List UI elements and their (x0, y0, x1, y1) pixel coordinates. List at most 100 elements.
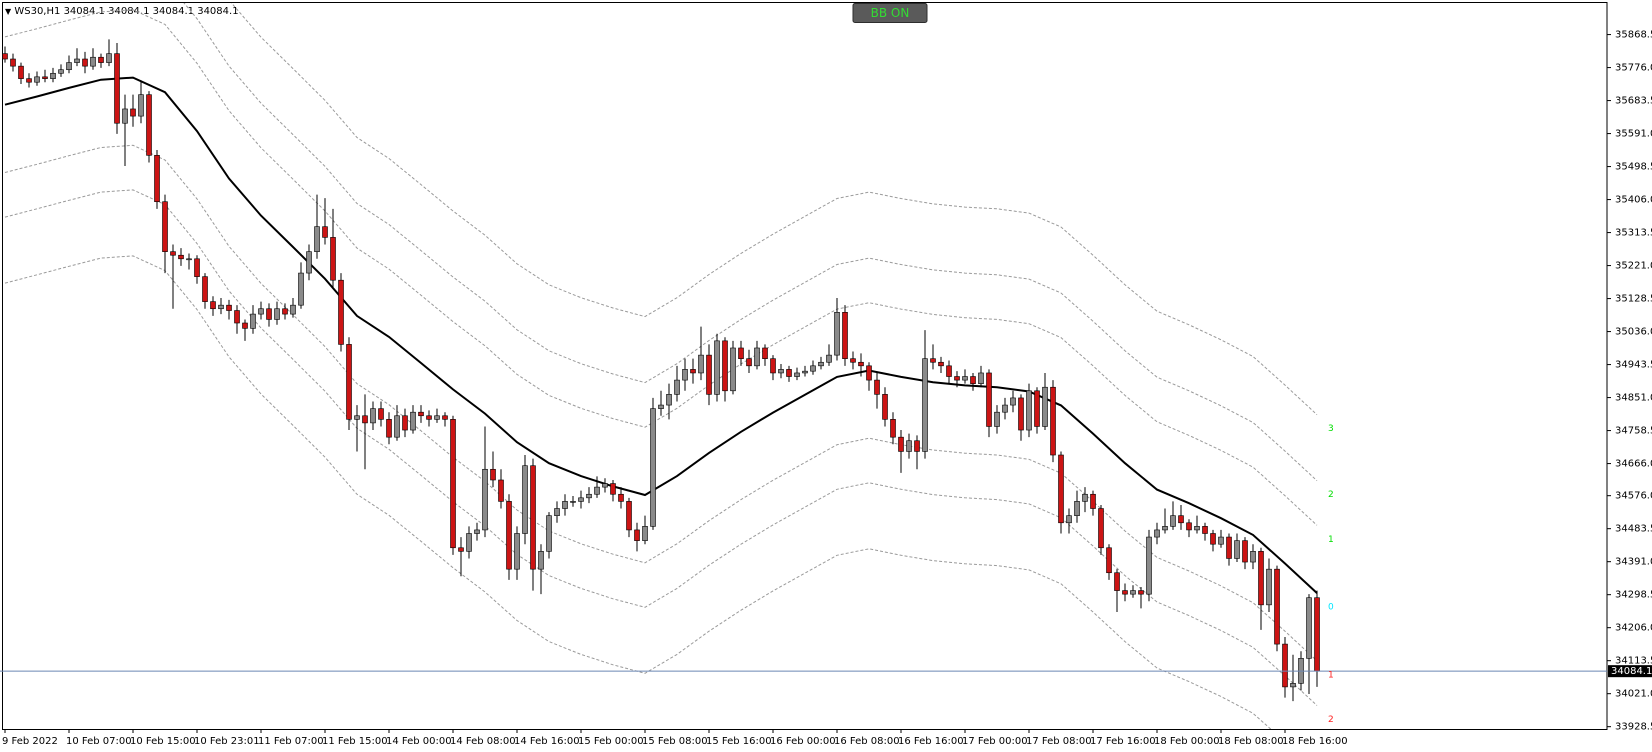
candle-body (634, 529, 640, 541)
y-tick-label: 35313.5 (1615, 228, 1652, 239)
x-tick-label: 16 Feb 00:00 (770, 736, 836, 747)
bb-button[interactable]: BB ON (852, 3, 928, 23)
candle-body (1066, 515, 1072, 524)
candle-body (746, 358, 752, 367)
candle-body (290, 304, 296, 315)
candle-body (1002, 404, 1008, 413)
candle-body (1282, 643, 1288, 688)
candle-body (506, 501, 512, 570)
candle-body (946, 365, 952, 377)
candle-body (162, 201, 168, 252)
band-line (4, 9, 1318, 526)
candle-body (130, 108, 136, 117)
candle-body (10, 58, 16, 67)
bb-button-box[interactable] (852, 3, 928, 23)
candle-body (1050, 386, 1056, 456)
candle-body (1314, 597, 1320, 672)
candle-body (826, 354, 832, 363)
candle-body (330, 237, 336, 281)
symbol: WS30,H1 (14, 6, 60, 17)
candle-body (1122, 590, 1128, 595)
y-tick-label: 34021.0 (1615, 689, 1652, 700)
band-level-label: 2 (1328, 490, 1334, 500)
candle-body (1130, 590, 1136, 595)
candle-body (578, 497, 584, 502)
candle-body (202, 276, 208, 302)
y-tick-label: 35498.5 (1615, 162, 1652, 173)
candle-body (1194, 526, 1200, 531)
candle-body (218, 304, 224, 310)
candle-body (754, 347, 760, 367)
candle-body (1010, 397, 1016, 406)
candle-body (906, 440, 912, 452)
bb-button-label[interactable]: BB ON (871, 6, 910, 20)
y-tick-label: 34758.5 (1615, 426, 1652, 437)
y-tick-label: 34483.5 (1615, 524, 1652, 535)
candle-body (282, 308, 288, 315)
y-tick-label: 35868.5 (1615, 30, 1652, 41)
candle-body (370, 408, 376, 424)
candle-body (586, 493, 592, 499)
candle-body (1290, 683, 1296, 688)
candle-body (442, 415, 448, 420)
band-line (4, 189, 1318, 706)
x-tick-label: 14 Feb 08:00 (450, 736, 516, 747)
x-tick-label: 15 Feb 00:00 (578, 736, 644, 747)
last-price-box (1608, 665, 1652, 678)
candle-body (714, 340, 720, 395)
candle-body (786, 369, 792, 377)
candle-body (962, 376, 968, 381)
candle-body (850, 358, 856, 363)
band-level-label: 1 (1328, 670, 1334, 680)
candle-body (954, 376, 960, 381)
candle-body (986, 372, 992, 427)
candle-body (394, 415, 400, 438)
y-tick-label: 34943.5 (1615, 360, 1652, 371)
candle-body (346, 344, 352, 420)
candle-body (138, 94, 144, 117)
candle-body (898, 436, 904, 452)
candle-body (298, 272, 304, 306)
candle-body (1106, 547, 1112, 574)
y-tick-label: 35776.0 (1615, 63, 1652, 74)
candle-body (762, 347, 768, 359)
candle-body (50, 72, 56, 79)
candle-body (914, 440, 920, 452)
candle-body (90, 56, 96, 67)
candle-body (690, 369, 696, 374)
candle-body (402, 415, 408, 431)
candle-body (802, 370, 808, 374)
candle-body (82, 58, 88, 67)
candle-body (274, 308, 280, 320)
candle-body (554, 508, 560, 516)
candle-body (154, 155, 160, 203)
candle-body (1218, 536, 1224, 545)
band-level-label: 2 (1328, 715, 1334, 725)
candle-body (354, 415, 360, 420)
y-tick-label: 34113.5 (1615, 656, 1652, 667)
candle-body (306, 251, 312, 274)
candle-body (922, 358, 928, 452)
candle-body (834, 312, 840, 356)
candle-body (674, 379, 680, 395)
candle-body (34, 76, 40, 83)
candle-body (386, 419, 392, 438)
x-tick-label: 18 Feb 08:00 (1218, 736, 1284, 747)
candle-body (930, 358, 936, 363)
candle-body (1082, 493, 1088, 502)
candle-body (1162, 526, 1168, 531)
candle-body (858, 361, 864, 367)
ohlc-high: 34084.1 (108, 6, 149, 17)
candle-body (1274, 568, 1280, 645)
x-tick-label: 17 Feb 08:00 (1026, 736, 1092, 747)
candle-body (1242, 540, 1248, 563)
candle-body (1114, 572, 1120, 591)
candle-body (994, 411, 1000, 427)
candle-body (1266, 568, 1272, 606)
candle-body (474, 529, 480, 534)
candle-body (426, 415, 432, 420)
chart-header: ▼ WS30,H1 34084.1 34084.1 34084.1 34084.… (5, 6, 239, 17)
